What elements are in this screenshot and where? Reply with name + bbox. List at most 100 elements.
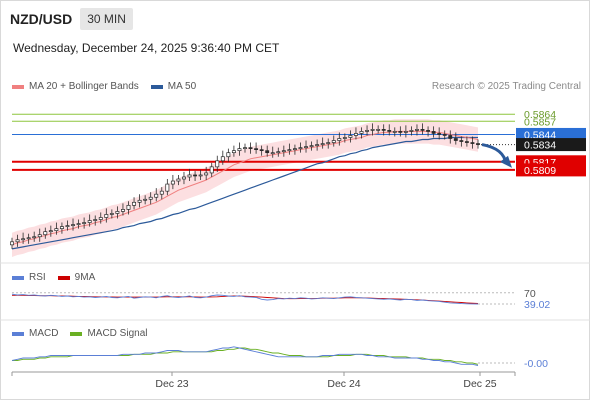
candle-body <box>21 238 26 241</box>
legend-item-macd-signal: MACD Signal <box>70 328 147 339</box>
candle-body <box>226 152 231 158</box>
candle-body <box>159 190 164 195</box>
candle-body <box>442 134 447 136</box>
candle-body <box>71 224 75 226</box>
candle-body <box>115 211 120 214</box>
candle-body <box>265 150 270 154</box>
macd-signal-swatch <box>70 331 83 336</box>
legend-item-rsi: RSI <box>12 272 46 283</box>
rsi-swatch <box>12 275 24 280</box>
candle-body <box>126 204 131 210</box>
legend-label-rsi-ma: 9MA <box>74 272 96 283</box>
legend-item-macd: MACD <box>12 328 58 339</box>
candle-body <box>281 150 286 153</box>
candle-body <box>470 142 475 144</box>
candle-body <box>182 176 186 180</box>
level-tag-2 <box>516 127 586 141</box>
candle-body <box>143 198 148 201</box>
candle-body <box>132 201 136 206</box>
level-label-0: 0.5864 <box>524 109 556 121</box>
candle-body <box>121 209 125 212</box>
candle-body <box>370 129 375 131</box>
candle-body <box>270 152 275 155</box>
candle-body <box>98 217 103 220</box>
candle-body <box>426 130 431 132</box>
candle-body <box>87 220 92 223</box>
candle-body <box>453 138 458 141</box>
level-tag-4 <box>516 163 586 177</box>
candle-body <box>198 174 203 177</box>
time-axis-label: Dec 25 <box>463 378 496 390</box>
candle-body <box>187 174 192 178</box>
bollinger-band-area <box>12 119 478 257</box>
candle-body <box>176 178 181 182</box>
last-price-tag <box>516 138 586 152</box>
candle-body <box>315 144 320 146</box>
candle-body <box>309 145 314 147</box>
last-price-label: 0.5834 <box>524 140 556 152</box>
legend-label-macd: MACD <box>29 328 59 339</box>
candle-body <box>104 214 109 218</box>
candle-body <box>292 148 297 150</box>
legend-item-rsi-ma: 9MA <box>57 272 96 283</box>
candle-body <box>431 131 436 134</box>
candle-body <box>326 142 331 144</box>
candle-body <box>254 148 259 150</box>
candle-body <box>398 131 403 133</box>
candle-body <box>248 147 253 149</box>
candle-body <box>409 130 414 132</box>
candle-body <box>348 135 353 138</box>
timeframe-badge[interactable]: 30 MIN <box>80 8 133 30</box>
copyright-notice: Research © 2025 Trading Central <box>431 81 581 92</box>
candle-body <box>298 147 303 149</box>
macd-signal-line <box>12 347 479 365</box>
rsi-ma-swatch <box>57 275 70 280</box>
candle-body <box>331 140 336 143</box>
candle-body <box>276 151 281 154</box>
price-legend: MA 20 + Bollinger Bands MA 50 <box>12 81 208 92</box>
level-label-4: 0.5809 <box>524 165 556 177</box>
ma50-swatch <box>150 84 163 89</box>
candle-body <box>193 174 198 177</box>
candle-body <box>243 147 247 149</box>
candle-body <box>32 236 37 239</box>
chart-header: NZD/USD 30 MIN <box>10 8 133 30</box>
candle-body <box>464 141 469 143</box>
candle-body <box>109 213 114 215</box>
forecast-arrowhead <box>500 155 512 168</box>
candle-body <box>154 193 159 198</box>
candle-body <box>93 219 98 221</box>
candle-body <box>43 231 48 236</box>
currency-pair-title: NZD/USD <box>10 11 73 27</box>
candle-body <box>204 172 209 176</box>
time-axis-label: Dec 23 <box>155 378 188 390</box>
macd-line <box>11 346 479 366</box>
candle-body <box>10 241 14 246</box>
candle-body <box>387 130 392 132</box>
rsi-line <box>11 293 479 305</box>
candle-body <box>148 196 153 200</box>
candle-body <box>37 234 42 238</box>
legend-label-rsi: RSI <box>29 272 46 283</box>
candle-body <box>304 146 308 148</box>
candle-body <box>231 150 236 154</box>
macd-swatch <box>12 331 24 336</box>
candle-body <box>209 166 214 174</box>
candle-body <box>403 131 408 133</box>
candle-body <box>381 129 386 131</box>
candle-body <box>165 183 170 192</box>
candle-body <box>376 129 381 131</box>
legend-label-ma50: MA 50 <box>167 81 197 92</box>
candle-body <box>392 131 397 133</box>
candle-body <box>320 143 325 145</box>
candle-body <box>137 199 142 203</box>
time-axis-label: Dec 24 <box>327 378 360 390</box>
candle-body <box>76 223 81 225</box>
rsi-last-label: 39.02 <box>524 299 550 311</box>
candle-body <box>365 130 369 132</box>
legend-item-ma20: MA 20 + Bollinger Bands <box>12 81 139 92</box>
candle-body <box>437 133 442 135</box>
legend-item-ma50: MA 50 <box>150 81 197 92</box>
candle-body <box>215 160 220 168</box>
